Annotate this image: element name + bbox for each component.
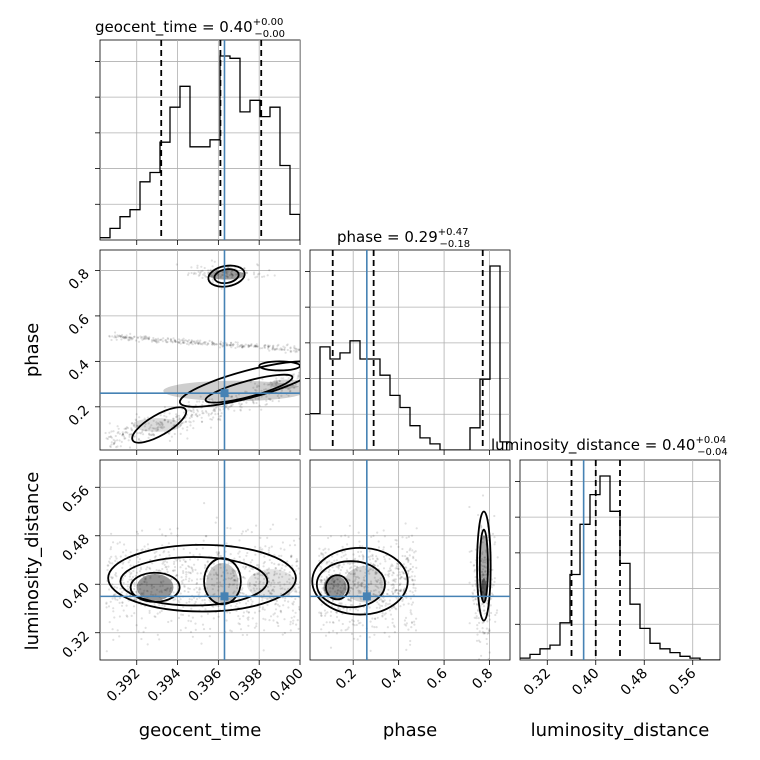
xtick-label-phase: 0.4 — [378, 665, 405, 692]
xtick-label-luminosity-distance: 0.48 — [618, 666, 651, 699]
xtick-label-luminosity-distance: 0.40 — [569, 666, 602, 699]
xlabel-phase: phase — [383, 720, 437, 741]
reference-lines-layer — [100, 40, 621, 660]
density-luminosity-distance-vs-phase — [323, 535, 489, 603]
ylabel-luminosity-distance: luminosity_distance — [22, 472, 43, 651]
xtick-label-geocent-time: 0.392 — [104, 666, 144, 706]
panel-luminosity-distance-vs-geocent-time — [99, 459, 301, 661]
truth-marker — [362, 592, 371, 601]
text-layer: geocent_time = 0.40+0.00 −0.00 phase = 0.… — [22, 17, 728, 741]
xtick-label-phase: 0.6 — [424, 665, 451, 692]
xtick-label-phase: 0.2 — [333, 666, 360, 693]
ytick-label-phase: 0.2 — [66, 402, 93, 429]
xtick-label-geocent-time: 0.400 — [267, 666, 307, 706]
ytick-label-luminosity-distance: 0.48 — [59, 531, 92, 564]
xlabel-luminosity-distance: luminosity_distance — [531, 720, 710, 741]
density-phase-vs-geocent-time — [132, 270, 300, 432]
ytick-label-phase: 0.8 — [66, 266, 93, 293]
contours-phase-vs-geocent-time — [131, 264, 300, 444]
ytick-label-luminosity-distance: 0.40 — [59, 580, 92, 613]
histogram-geocent-time — [100, 55, 300, 240]
xtick-label-geocent-time: 0.396 — [186, 665, 226, 705]
gridlines — [100, 40, 300, 240]
truth-marker — [220, 592, 229, 601]
xlabel-geocent-time: geocent_time — [139, 720, 262, 741]
panel-geocent-time-vs-geocent-time — [99, 39, 301, 241]
xtick-label-luminosity-distance: 0.56 — [666, 665, 699, 698]
xtick-label-geocent-time: 0.398 — [226, 666, 266, 706]
xtick-label-phase: 0.8 — [469, 666, 496, 693]
ytick-label-phase: 0.6 — [66, 311, 93, 338]
title-phase: phase = 0.29+0.47 −0.18 — [337, 227, 470, 250]
histogram-phase — [310, 265, 510, 450]
panel-phase-vs-geocent-time — [99, 249, 301, 451]
gridlines — [310, 460, 510, 660]
contours-layer — [107, 264, 492, 622]
ylabel-phase: phase — [22, 323, 43, 377]
contours-luminosity-distance-vs-geocent-time — [107, 543, 297, 613]
contours-luminosity-distance-vs-phase — [311, 510, 492, 622]
ytick-label-luminosity-distance: 0.32 — [59, 628, 92, 661]
title-luminosity-distance: luminosity_distance = 0.40+0.04 −0.04 — [491, 435, 728, 458]
gridlines — [100, 460, 300, 660]
title-geocent-time: geocent_time = 0.40+0.00 −0.00 — [95, 17, 285, 40]
truth-marker — [220, 389, 229, 398]
panels — [99, 39, 721, 661]
xtick-label-geocent-time: 0.394 — [145, 665, 185, 705]
gridlines — [100, 250, 300, 450]
ytick-label-luminosity-distance: 0.56 — [59, 483, 92, 516]
ytick-label-phase: 0.4 — [66, 357, 93, 384]
xtick-label-luminosity-distance: 0.32 — [521, 666, 554, 699]
